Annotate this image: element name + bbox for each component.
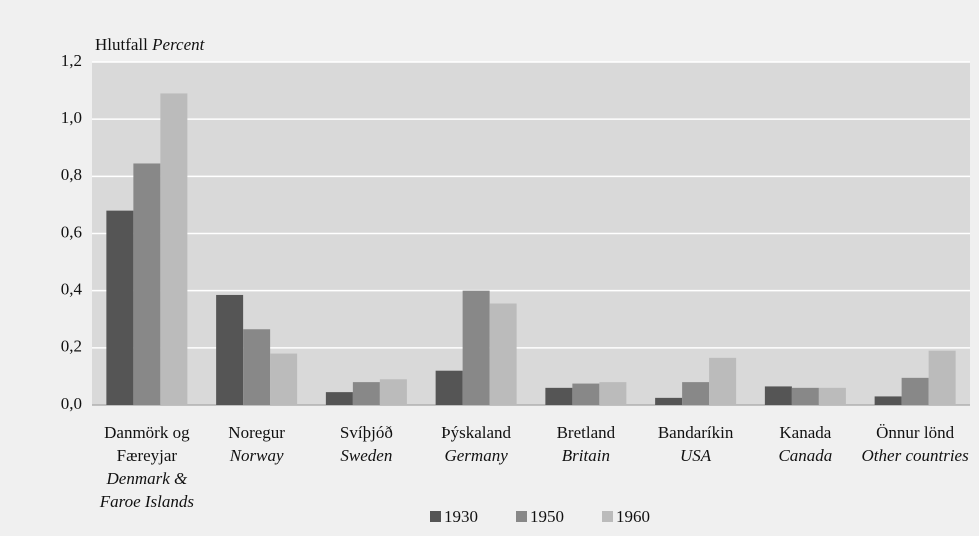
x-tick-label-en: USA — [680, 446, 712, 465]
bar — [216, 294, 244, 405]
bar — [243, 329, 271, 405]
y-axis-label: Hlutfall Percent — [95, 35, 206, 54]
x-tick-label-en: Sweden — [340, 446, 393, 465]
x-tick-label-en: Canada — [778, 446, 833, 465]
bar — [709, 357, 737, 405]
x-tick-label-group: Noregur Norway — [203, 421, 311, 467]
y-tick-label: 1,2 — [61, 51, 82, 70]
bar — [489, 303, 517, 405]
bar — [599, 382, 627, 405]
bar — [901, 377, 929, 405]
x-tick-label: Önnur lönd — [876, 423, 955, 442]
y-tick-label: 1,0 — [61, 108, 82, 127]
x-tick-label-en: Germany — [444, 446, 508, 465]
bar — [545, 387, 573, 405]
x-tick-label-group: Bandaríkin USA — [642, 421, 750, 467]
y-tick-label: 0,0 — [61, 394, 82, 413]
bar — [928, 350, 956, 405]
x-tick-label: Bretland — [556, 423, 616, 442]
bar — [106, 210, 134, 405]
legend-label: 1950 — [530, 507, 564, 526]
legend-swatch — [430, 511, 441, 522]
bar — [160, 93, 188, 406]
x-tick-label-group: Svíþjóð Sweden — [312, 421, 420, 467]
bar — [791, 387, 819, 405]
bar — [874, 396, 902, 405]
bar — [818, 387, 846, 405]
x-tick-label: Svíþjóð — [339, 423, 393, 442]
y-tick-label: 0,4 — [61, 280, 83, 299]
y-label-is: Hlutfall — [95, 35, 148, 54]
x-tick-label-en: Norway — [229, 446, 284, 465]
legend-swatch — [602, 511, 613, 522]
x-tick-label: Danmörk og Færeyjar — [104, 423, 190, 465]
bar — [572, 383, 600, 405]
y-tick-label: 0,8 — [61, 165, 82, 184]
bar — [325, 392, 353, 405]
x-tick-label-group: Bretland Britain — [532, 421, 640, 467]
legend-label: 1960 — [616, 507, 650, 526]
bar — [462, 290, 490, 405]
x-tick-label-en: Denmark & Faroe Islands — [99, 469, 195, 511]
x-tick-label-en: Other countries — [861, 446, 969, 465]
y-tick-label: 0,6 — [61, 222, 82, 241]
y-label-en: Percent — [151, 35, 206, 54]
x-tick-label-group: Önnur lönd Other countries — [861, 421, 969, 467]
x-tick-label: Noregur — [228, 423, 285, 442]
bar — [764, 386, 792, 405]
x-tick-label-group: Þýskaland Germany — [422, 421, 530, 467]
x-tick-label-group: Kanada Canada — [751, 421, 859, 467]
y-tick-label: 0,2 — [61, 337, 82, 356]
x-tick-label: Þýskaland — [441, 423, 512, 442]
bar — [655, 397, 683, 405]
bar — [352, 382, 380, 405]
x-tick-label-en: Britain — [561, 446, 610, 465]
bar — [682, 382, 710, 405]
x-tick-label: Bandaríkin — [657, 423, 734, 442]
bar — [270, 353, 298, 405]
bar — [133, 163, 161, 405]
x-tick-label: Kanada — [779, 423, 832, 442]
legend-swatch — [516, 511, 527, 522]
bar — [435, 370, 463, 405]
bar — [379, 379, 407, 405]
x-tick-label-group: Danmörk og Færeyjar Denmark & Faroe Islan… — [93, 421, 201, 513]
legend-label: 1930 — [444, 507, 478, 526]
